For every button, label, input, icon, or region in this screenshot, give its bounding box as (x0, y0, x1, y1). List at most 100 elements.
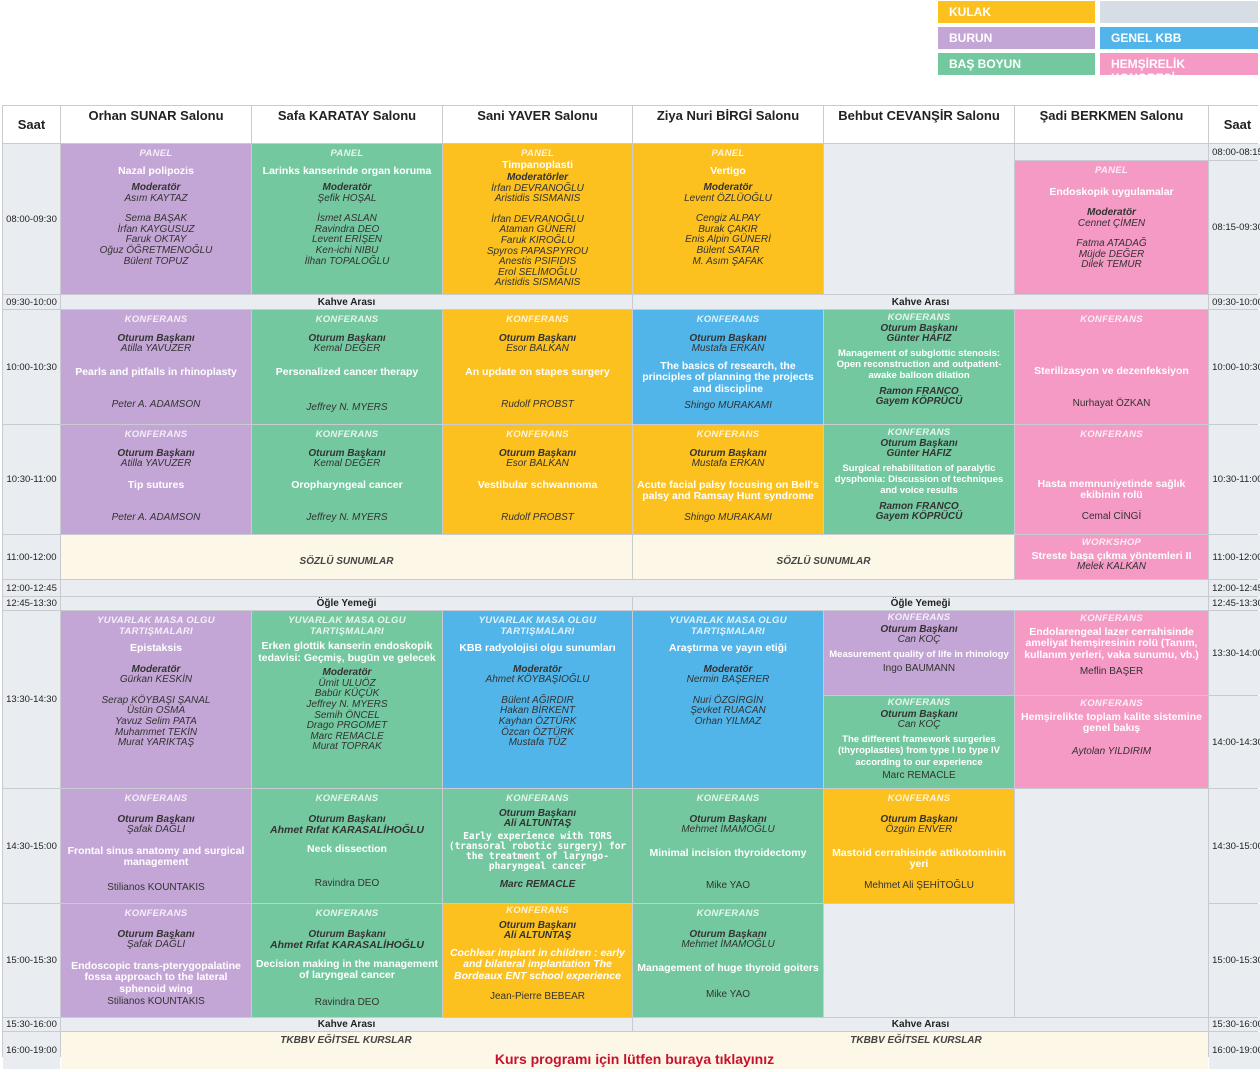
session-cell[interactable]: YUVARLAK MASA OLGU TARTIŞMALARI Epistaks… (61, 611, 251, 788)
lunch-break: Öğle Yemeği (633, 597, 1208, 610)
session-title: Mastoid cerrahisinde attikotominin yeri (832, 846, 1006, 871)
chair-label: Oturum Başkanı (308, 447, 386, 459)
session-cell[interactable]: KONFERANS Oturum Başkanı Ahmet Rıfat KAR… (252, 789, 442, 903)
session-cell[interactable]: KONFERANS Oturum Başkanı Şafak DAĞLI End… (61, 904, 251, 1017)
session-cell[interactable]: KONFERANS Oturum Başkanı Ali ALTUNTAŞ Co… (443, 904, 632, 1017)
session-type: KONFERANS (887, 612, 951, 623)
empty-row (61, 580, 1208, 596)
session-cell[interactable]: KONFERANS Hasta memnuniyetinde sağlık ek… (1015, 425, 1208, 534)
panelist: İrfan KAYGUSUZ (117, 223, 195, 235)
session-title: Timpanoplasti (502, 158, 573, 171)
session-title: Sterilizasyon ve dezenfeksiyon (1034, 364, 1189, 377)
session-cell[interactable]: KONFERANS Oturum Başkanı Mehmet İMAMOĞLU… (633, 904, 823, 1017)
session-title: Endolarengeal lazer cerrahisinde ameliya… (1024, 625, 1199, 661)
oral-presentations[interactable]: SÖZLÜ SUNUMLAR (61, 535, 632, 579)
empty-cell (1015, 144, 1208, 160)
course-program-link[interactable]: Kurs programı için lütfen buraya tıklayı… (494, 1051, 775, 1067)
chair-label: Oturum Başkanı (880, 708, 958, 720)
session-type: YUVARLAK MASA OLGU TARTIŞMALARI (97, 615, 215, 637)
empty-cell (824, 144, 1014, 294)
chair-label: Oturum Başkanı (117, 813, 195, 825)
speaker-name: Shingo MURAKAMI (684, 400, 772, 412)
session-cell[interactable]: KONFERANS Oturum Başkanı Özgün ENVER Mas… (824, 789, 1014, 903)
session-cell[interactable]: KONFERANS Oturum Başkanı Ali ALTUNTAŞ Ea… (443, 789, 632, 903)
session-title: Management of huge thyroid goiters (637, 961, 819, 974)
session-cell[interactable]: KONFERANS Oturum Başkanı Mehmet İMAMOĞLU… (633, 789, 823, 903)
session-cell[interactable]: KONFERANS Oturum Başkanı Can KOÇ Measure… (824, 611, 1014, 695)
session-cell[interactable]: WORKSHOP Streste başa çıkma yöntemleri I… (1015, 535, 1208, 579)
session-cell[interactable]: KONFERANS Oturum Başkanı Ahmet Rıfat KAR… (252, 904, 442, 1017)
empty-cell (824, 904, 1014, 1017)
session-cell[interactable]: PANEL Endoskopik uygulamalar Moderatör C… (1015, 161, 1208, 294)
hall-header-5: Behbut CEVANŞİR Salonu (824, 106, 1014, 143)
session-cell[interactable]: KONFERANS Oturum Başkanı Atilla YAVUZER … (61, 425, 251, 534)
session-cell[interactable]: KONFERANS Endolarengeal lazer cerrahisin… (1015, 611, 1208, 695)
session-cell[interactable]: KONFERANS Oturum Başkanı Kemal DEĞER Oro… (252, 425, 442, 534)
panelist: Ataman GÜNERİ (499, 224, 576, 236)
session-type: PANEL (1095, 165, 1128, 176)
session-cell[interactable]: KONFERANS Oturum Başkanı Kemal DEĞER Per… (252, 310, 442, 424)
session-title: Surgical rehabilitation of paralytic dys… (834, 462, 1004, 496)
moderator-label: Moderatör (322, 667, 372, 679)
panelist: İlhan TOPALOĞLU (304, 255, 390, 267)
chair-label: Oturum Başkanı (117, 332, 195, 344)
session-type: KONFERANS (506, 905, 569, 916)
panelist: Burak ÇAKIR (698, 223, 758, 235)
session-title: KBB radyolojisi olgu sunumları (459, 642, 616, 655)
session-title: Oropharyngeal cancer (291, 478, 403, 491)
session-cell[interactable]: KONFERANS Oturum Başkanı Şafak DAĞLI Fro… (61, 789, 251, 903)
session-cell[interactable]: PANEL Vertigo Moderatör Levent ÖZLÜOĞLU … (633, 144, 823, 294)
chair-name: Kemal DEĞER (313, 343, 381, 355)
speaker-name: Stilianos KOUNTAKIS (107, 881, 205, 893)
session-cell[interactable]: KONFERANS Oturum Başkanı Mustafa ERKAN T… (633, 310, 823, 424)
session-title: Hasta memnuniyetinde sağlık ekibinin rol… (1037, 477, 1186, 502)
session-title: Minimal incision thyroidectomy (649, 846, 807, 859)
session-cell[interactable]: KONFERANS Oturum Başkanı Esor BALKAN An … (443, 310, 632, 424)
speaker-name: Ramon FRANCO (879, 385, 959, 397)
panelist: Bülent TOPUZ (123, 255, 189, 267)
session-cell[interactable]: KONFERANS Oturum Başkanı Esor BALKAN Ves… (443, 425, 632, 534)
session-type: KONFERANS (887, 427, 951, 438)
legend-burun: BURUN (938, 27, 1095, 49)
session-cell[interactable]: YUVARLAK MASA OLGU TARTIŞMALARI Erken gl… (252, 611, 442, 788)
session-type: WORKSHOP (1081, 537, 1142, 548)
session-type: PANEL (330, 148, 364, 159)
session-cell[interactable]: PANEL Timpanoplasti Moderatörler İrfan D… (443, 144, 632, 294)
session-cell[interactable]: KONFERANS Hemşirelikte toplam kalite sis… (1015, 696, 1208, 788)
chair-name: Mustafa ERKAN (691, 458, 765, 470)
session-cell[interactable]: KONFERANS Oturum Başkanı Atilla YAVUZER … (61, 310, 251, 424)
session-cell[interactable]: PANEL Nazal polipozis Moderatör Asım KAY… (61, 144, 251, 294)
session-cell[interactable]: KONFERANS Oturum Başkanı Günter HAFIZ Su… (824, 425, 1014, 534)
courses-row: TKBBV EĞİTSEL KURSLAR TKBBV EĞİTSEL KURS… (61, 1032, 1208, 1069)
session-title: Personalized cancer therapy (275, 365, 419, 378)
session-type: KONFERANS (1080, 314, 1143, 325)
panelist: Yavuz Selim PATA (115, 716, 197, 728)
session-cell[interactable]: KONFERANS Oturum Başkanı Günter HAFIZ Ma… (824, 310, 1014, 424)
session-type: KONFERANS (124, 314, 188, 325)
oral-presentations[interactable]: SÖZLÜ SUNUMLAR (633, 535, 1014, 579)
panelist: İsmet ASLAN (317, 213, 377, 225)
session-cell[interactable]: KONFERANS Oturum Başkanı Can KOÇ The dif… (824, 696, 1014, 788)
panelist: Aristidis SISMANIS (494, 277, 581, 289)
panelist: Şevket RUACAN (690, 705, 766, 717)
panelist: Müjde DEĞER (1078, 248, 1145, 260)
panelist: Murat TOPRAK (312, 741, 382, 753)
panelist: Fatma ATADAĞ (1076, 238, 1147, 250)
chair-name: Can KOÇ (897, 634, 941, 646)
time-slot: 11:00-12:00 (3, 535, 60, 579)
session-cell[interactable]: KONFERANS Oturum Başkanı Mustafa ERKAN A… (633, 425, 823, 534)
session-cell[interactable]: YUVARLAK MASA OLGU TARTIŞMALARI KBB rady… (443, 611, 632, 788)
session-cell[interactable]: YUVARLAK MASA OLGU TARTIŞMALARI Araştırm… (633, 611, 823, 788)
speaker-name: Rudolf PROBST (501, 512, 574, 524)
session-title: Vestibular schwannoma (477, 478, 598, 491)
session-cell[interactable]: KONFERANS Sterilizasyon ve dezenfeksiyon… (1015, 310, 1208, 424)
session-cell[interactable]: PANEL Larinks kanserinde organ koruma Mo… (252, 144, 442, 294)
speaker-name: Jeffrey N. MYERS (306, 512, 388, 524)
legend-genel-kbb: GENEL KBB (1100, 27, 1258, 49)
time-slot: 16:00-19:00 (3, 1032, 60, 1069)
panelist: Nuri ÖZGİRGİN (692, 694, 764, 706)
chair-label: Oturum Başkanı (880, 437, 958, 449)
chair-name: Can KOÇ (897, 719, 941, 731)
speaker-name: Rudolf PROBST (501, 399, 574, 411)
legend-bas-boyun: BAŞ BOYUN (938, 53, 1095, 75)
